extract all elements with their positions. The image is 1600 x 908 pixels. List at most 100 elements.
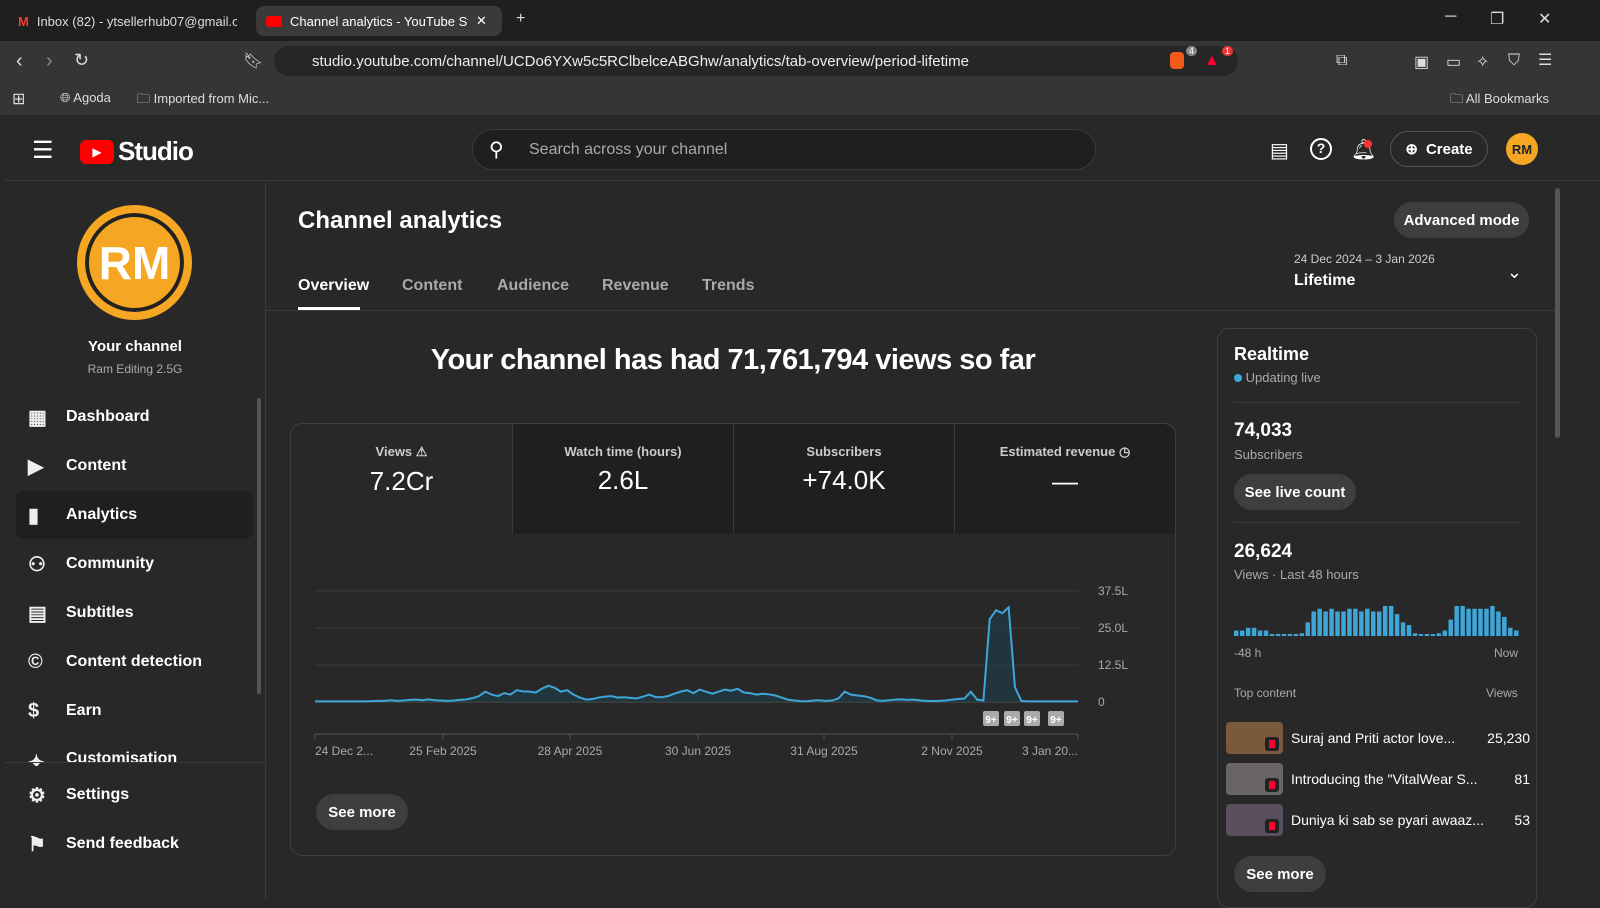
create-button[interactable]: ⊕ Create: [1390, 131, 1488, 167]
back-icon[interactable]: ‹: [16, 50, 23, 72]
sidebar-toggle-icon[interactable]: ▣: [1414, 54, 1430, 71]
realtime-bar: [1394, 614, 1400, 636]
tab-youtube-studio[interactable]: Channel analytics - YouTube Studio✕: [256, 6, 502, 36]
realtime-bar: [1382, 606, 1388, 636]
realtime-bar: [1311, 611, 1316, 636]
top-content-label: Top content: [1234, 686, 1297, 700]
realtime-bar: [1234, 630, 1239, 636]
advanced-mode-button[interactable]: Advanced mode: [1394, 202, 1529, 238]
page-scrollbar[interactable]: [1555, 188, 1560, 438]
top-content-title: Suraj and Priti actor love...: [1291, 730, 1456, 746]
sidebar-item-community[interactable]: ⚇ Community: [16, 540, 253, 588]
realtime-bar: [1406, 625, 1412, 636]
forward-icon[interactable]: ›: [46, 50, 53, 72]
minimize-icon[interactable]: ─: [1445, 8, 1457, 25]
video-thumbnail: [1226, 804, 1283, 836]
top-content-item[interactable]: Introducing the "VitalWear S... 81: [1226, 762, 1530, 796]
tab-revenue[interactable]: Revenue: [602, 277, 669, 294]
realtime-bar: [1317, 608, 1322, 636]
leo-icon[interactable]: ✧: [1476, 54, 1490, 71]
metric-revenue[interactable]: Estimated revenue ◷ —: [954, 424, 1175, 534]
new-tab-icon[interactable]: +: [516, 10, 526, 27]
metric-tabs-bg: [512, 424, 1175, 534]
help-icon[interactable]: ?: [1310, 138, 1332, 160]
sidebar-item-settings[interactable]: ⚙ Settings: [16, 771, 253, 819]
tabs-divider: [266, 310, 1556, 311]
tab-overview[interactable]: Overview: [298, 277, 370, 294]
video-marker-label: 9+: [1050, 715, 1062, 726]
x-tick-label: 31 Aug 2025: [790, 744, 858, 758]
analytics-icon: ▮: [28, 504, 40, 527]
tab-content[interactable]: Content: [402, 277, 463, 294]
browser-tab-bar: M Inbox (82) - ytsellerhub07@gmail.com Ch…: [0, 0, 1600, 41]
metric-watch-time[interactable]: Watch time (hours) 2.6L: [512, 424, 733, 534]
rewards-icon[interactable]: ▲: [1204, 52, 1220, 69]
bookmark-icon[interactable]: 🔖︎: [243, 53, 264, 70]
tab-trends[interactable]: Trends: [702, 277, 755, 294]
vpn-icon[interactable]: ⛉: [1508, 52, 1521, 69]
views-chart[interactable]: 37.5L 25.0L 12.5L 0 9+ 9+ 9+ 9+ 24 Dec 2... 25 Fe…: [300, 575, 1160, 770]
top-content-item[interactable]: Suraj and Priti actor love... 25,230: [1226, 721, 1530, 755]
close-window-icon[interactable]: ✕: [1538, 11, 1552, 28]
sidebar-item-content-detection[interactable]: © Content detection: [16, 638, 253, 686]
top-content-item[interactable]: Duniya ki sab se pyari awaaz... 53: [1226, 803, 1530, 837]
realtime-bar: [1347, 608, 1352, 636]
studio-logo[interactable]: ▶ Studio: [80, 136, 194, 167]
brave-shield-icon[interactable]: [1170, 52, 1184, 69]
sidebar-item-subtitles[interactable]: ▤ Subtitles: [16, 589, 253, 637]
realtime-views: 26,624: [1234, 541, 1293, 562]
all-bookmarks[interactable]: 🗀 All Bookmarks: [1450, 91, 1549, 106]
see-more-button[interactable]: See more: [316, 794, 408, 830]
hamburger-menu-icon[interactable]: ☰: [32, 137, 54, 164]
account-avatar[interactable]: RM: [1506, 133, 1538, 165]
date-range-picker[interactable]: 24 Dec 2024 – 3 Jan 2026 Lifetime ⌄: [1294, 252, 1526, 296]
realtime-status: Updating live: [1234, 370, 1321, 385]
sidebar-item-send-feedback[interactable]: ⚑ Send feedback: [16, 820, 253, 868]
realtime-bar: [1293, 634, 1299, 636]
brave-badge: 4: [1186, 46, 1198, 56]
realtime-bar: [1490, 606, 1495, 636]
metric-subscribers[interactable]: Subscribers +74.0K: [733, 424, 954, 534]
restore-icon[interactable]: ❐: [1490, 11, 1505, 28]
sidebar-item-analytics[interactable]: ▮ Analytics: [16, 491, 253, 539]
realtime-bar: [1400, 622, 1406, 636]
video-marker: [1004, 711, 1020, 726]
realtime-see-more-button[interactable]: See more: [1234, 856, 1326, 892]
bookmark-agoda[interactable]: 🌐︎ Agoda: [60, 90, 111, 105]
realtime-bar-chart[interactable]: [1234, 600, 1520, 638]
realtime-bar: [1502, 616, 1507, 636]
realtime-bar: [1269, 634, 1275, 636]
realtime-bar: [1251, 627, 1257, 636]
tab-audience[interactable]: Audience: [497, 277, 570, 294]
warning-icon: ⚠: [415, 444, 428, 459]
views-area: [315, 607, 1078, 702]
menu-icon[interactable]: ☰: [1538, 52, 1553, 69]
metric-views[interactable]: Views ⚠ 7.2Cr: [369, 444, 434, 496]
channel-avatar[interactable]: RM: [77, 205, 192, 320]
url-input[interactable]: studio.youtube.com/channel/UCDo6YXw5c5RC…: [274, 46, 1238, 76]
sidebar-divider: [4, 762, 266, 763]
see-live-count-button[interactable]: See live count: [1234, 474, 1356, 510]
realtime-bar: [1281, 634, 1287, 636]
search-input[interactable]: Search across your channel: [472, 129, 1096, 170]
tab-gmail[interactable]: M Inbox (82) - ytsellerhub07@gmail.com: [18, 13, 237, 29]
sidebar-item-earn[interactable]: $ Earn: [16, 687, 253, 735]
realtime-bar: [1299, 633, 1304, 636]
extensions-icon[interactable]: ⧉: [1336, 52, 1348, 69]
sidebar-scrollbar[interactable]: [257, 398, 261, 694]
apps-icon[interactable]: ⊞: [12, 91, 26, 108]
close-tab-icon[interactable]: ✕: [476, 13, 487, 28]
y-tick-label: 25.0L: [1098, 621, 1128, 635]
live-dot-icon: [1234, 374, 1242, 382]
sidebar-item-content[interactable]: ▶ Content: [16, 442, 253, 490]
messages-icon[interactable]: ▤: [1270, 140, 1289, 162]
wallet-icon[interactable]: ▭: [1446, 54, 1462, 71]
realtime-bar: [1287, 634, 1293, 636]
realtime-bar: [1442, 630, 1447, 636]
bookmark-folder-imported[interactable]: 🗀 Imported from Mic...: [137, 91, 270, 106]
y-tick-label: 0: [1098, 695, 1105, 709]
sidebar-item-dashboard[interactable]: ▦ Dashboard: [16, 393, 253, 441]
reload-icon[interactable]: ↻: [74, 50, 90, 70]
realtime-bar: [1359, 611, 1364, 636]
notifications-icon[interactable]: 🔔︎: [1351, 139, 1377, 161]
